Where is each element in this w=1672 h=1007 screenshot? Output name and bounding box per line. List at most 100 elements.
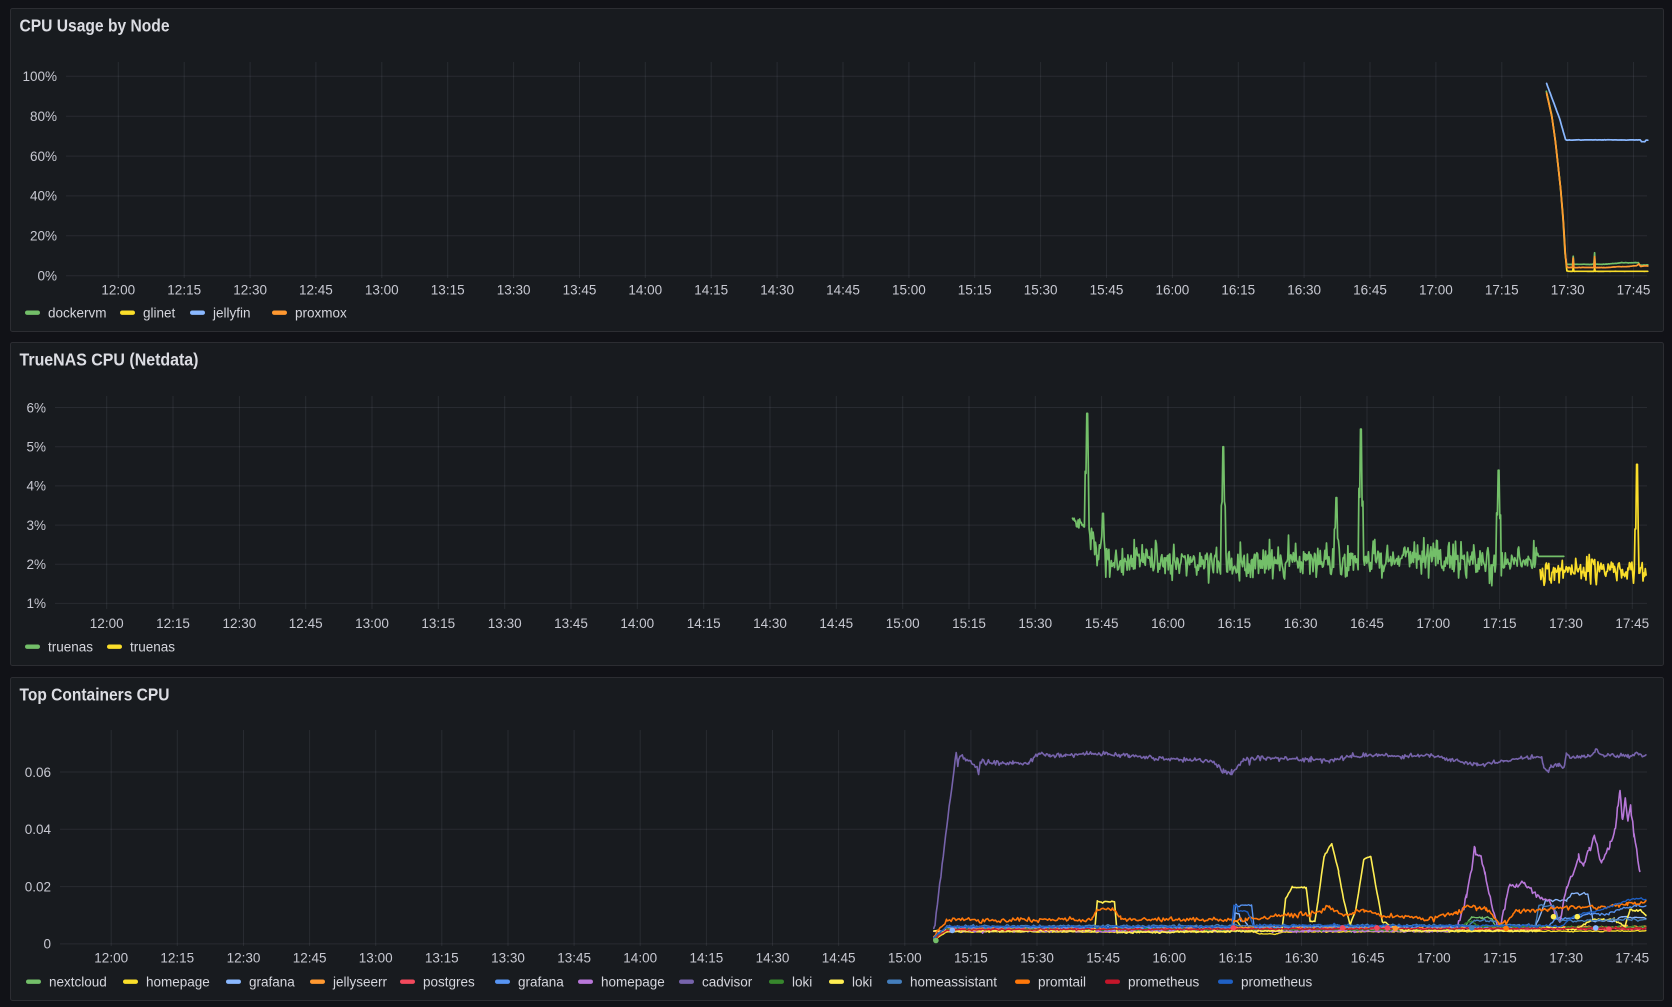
svg-text:14:45: 14:45	[822, 951, 856, 966]
svg-text:40%: 40%	[30, 189, 57, 204]
svg-text:dockervm: dockervm	[48, 306, 107, 321]
svg-text:20%: 20%	[30, 229, 57, 244]
svg-text:jellyseerr: jellyseerr	[332, 975, 388, 990]
svg-text:15:45: 15:45	[1085, 616, 1119, 631]
svg-text:15:45: 15:45	[1086, 951, 1120, 966]
svg-text:16:00: 16:00	[1152, 951, 1186, 966]
svg-text:16:45: 16:45	[1350, 616, 1384, 631]
svg-text:loki: loki	[792, 975, 812, 990]
svg-text:jellyfin: jellyfin	[212, 306, 251, 321]
svg-text:12:45: 12:45	[299, 283, 333, 298]
svg-text:4%: 4%	[26, 479, 46, 494]
svg-text:13:15: 13:15	[431, 283, 465, 298]
svg-text:postgres: postgres	[423, 975, 475, 990]
svg-text:homepage: homepage	[146, 975, 210, 990]
svg-text:homepage: homepage	[601, 975, 665, 990]
svg-text:promtail: promtail	[1038, 975, 1086, 990]
svg-text:17:15: 17:15	[1483, 951, 1517, 966]
svg-text:14:00: 14:00	[628, 283, 662, 298]
svg-text:13:00: 13:00	[365, 283, 399, 298]
svg-text:grafana: grafana	[249, 975, 295, 990]
svg-text:truenas: truenas	[130, 640, 175, 655]
svg-text:TrueNAS CPU (Netdata): TrueNAS CPU (Netdata)	[20, 350, 199, 370]
svg-text:14:00: 14:00	[623, 951, 657, 966]
svg-text:12:15: 12:15	[156, 616, 190, 631]
svg-text:nextcloud: nextcloud	[49, 975, 107, 990]
svg-text:17:45: 17:45	[1615, 951, 1649, 966]
svg-text:grafana: grafana	[518, 975, 564, 990]
svg-text:16:45: 16:45	[1351, 951, 1385, 966]
svg-text:0.06: 0.06	[25, 765, 51, 780]
svg-text:16:15: 16:15	[1219, 951, 1253, 966]
svg-text:15:00: 15:00	[886, 616, 920, 631]
svg-text:15:15: 15:15	[954, 951, 988, 966]
svg-text:16:00: 16:00	[1156, 283, 1190, 298]
svg-text:12:15: 12:15	[167, 283, 201, 298]
svg-text:cadvisor: cadvisor	[702, 975, 753, 990]
svg-text:16:00: 16:00	[1151, 616, 1185, 631]
svg-text:14:15: 14:15	[694, 283, 728, 298]
svg-text:truenas: truenas	[48, 640, 93, 655]
svg-text:16:30: 16:30	[1285, 951, 1319, 966]
svg-text:17:00: 17:00	[1419, 283, 1453, 298]
svg-text:13:15: 13:15	[421, 616, 455, 631]
svg-text:17:00: 17:00	[1416, 616, 1450, 631]
svg-text:12:00: 12:00	[90, 616, 124, 631]
svg-text:14:00: 14:00	[620, 616, 654, 631]
svg-text:17:00: 17:00	[1417, 951, 1451, 966]
svg-text:loki: loki	[852, 975, 872, 990]
svg-text:Top Containers CPU: Top Containers CPU	[20, 685, 170, 705]
svg-text:17:30: 17:30	[1549, 951, 1583, 966]
svg-text:0.04: 0.04	[25, 822, 52, 837]
svg-text:15:15: 15:15	[952, 616, 986, 631]
svg-text:12:45: 12:45	[289, 616, 323, 631]
svg-text:13:30: 13:30	[497, 283, 531, 298]
svg-text:16:30: 16:30	[1284, 616, 1318, 631]
svg-text:5%: 5%	[26, 440, 46, 455]
svg-text:17:30: 17:30	[1549, 616, 1583, 631]
svg-text:14:15: 14:15	[687, 616, 721, 631]
svg-text:14:30: 14:30	[760, 283, 794, 298]
svg-text:12:45: 12:45	[293, 951, 327, 966]
svg-text:17:15: 17:15	[1485, 283, 1519, 298]
svg-text:12:30: 12:30	[223, 616, 257, 631]
svg-text:16:15: 16:15	[1217, 616, 1251, 631]
svg-text:15:30: 15:30	[1018, 616, 1052, 631]
svg-text:6%: 6%	[26, 400, 46, 415]
svg-text:17:45: 17:45	[1615, 616, 1649, 631]
svg-text:13:30: 13:30	[491, 951, 525, 966]
svg-text:proxmox: proxmox	[295, 306, 347, 321]
svg-text:13:30: 13:30	[488, 616, 522, 631]
svg-text:2%: 2%	[26, 557, 46, 572]
svg-text:12:00: 12:00	[94, 951, 128, 966]
svg-text:12:00: 12:00	[101, 283, 135, 298]
svg-text:prometheus: prometheus	[1128, 975, 1200, 990]
svg-text:13:45: 13:45	[563, 283, 597, 298]
svg-text:CPU Usage by Node: CPU Usage by Node	[20, 16, 170, 36]
svg-text:15:30: 15:30	[1024, 283, 1058, 298]
svg-text:15:15: 15:15	[958, 283, 992, 298]
svg-text:15:30: 15:30	[1020, 951, 1054, 966]
svg-text:0%: 0%	[37, 269, 57, 284]
svg-text:12:30: 12:30	[227, 951, 261, 966]
svg-text:15:45: 15:45	[1090, 283, 1124, 298]
svg-text:1%: 1%	[26, 596, 46, 611]
svg-text:16:45: 16:45	[1353, 283, 1387, 298]
svg-text:13:45: 13:45	[554, 616, 588, 631]
svg-text:homeassistant: homeassistant	[910, 975, 997, 990]
svg-text:14:45: 14:45	[826, 283, 860, 298]
svg-text:17:45: 17:45	[1617, 283, 1651, 298]
svg-text:14:45: 14:45	[819, 616, 853, 631]
svg-text:0.02: 0.02	[25, 879, 51, 894]
svg-text:60%: 60%	[30, 149, 57, 164]
svg-text:17:30: 17:30	[1551, 283, 1585, 298]
svg-text:13:15: 13:15	[425, 951, 459, 966]
svg-text:12:30: 12:30	[233, 283, 267, 298]
svg-text:prometheus: prometheus	[1241, 975, 1313, 990]
svg-text:16:15: 16:15	[1221, 283, 1255, 298]
svg-text:17:15: 17:15	[1483, 616, 1517, 631]
svg-text:15:00: 15:00	[892, 283, 926, 298]
svg-text:15:00: 15:00	[888, 951, 922, 966]
svg-text:16:30: 16:30	[1287, 283, 1321, 298]
svg-text:14:30: 14:30	[756, 951, 790, 966]
